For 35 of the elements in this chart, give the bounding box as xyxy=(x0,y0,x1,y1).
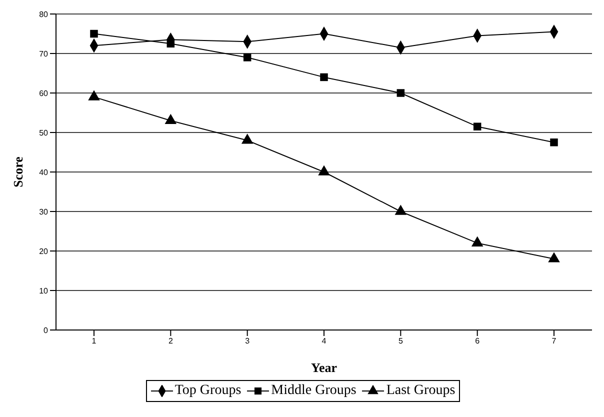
point xyxy=(396,89,405,97)
y-tick-label: 60 xyxy=(39,88,49,98)
y-tick-label: 0 xyxy=(44,326,49,335)
y-axis-title: Score xyxy=(10,156,26,188)
point xyxy=(166,40,175,48)
x-tick-label: 1 xyxy=(92,336,97,346)
point xyxy=(88,90,100,100)
point xyxy=(548,252,560,262)
y-tick-label: 50 xyxy=(39,128,49,138)
y-tick-label: 40 xyxy=(39,168,49,177)
point xyxy=(473,122,482,130)
y-tick-label: 30 xyxy=(39,207,49,216)
legend-label: Middle Groups xyxy=(271,383,356,399)
y-tick-label: 10 xyxy=(39,286,49,296)
y-tick-label: 80 xyxy=(39,10,49,19)
x-tick-label: 4 xyxy=(322,336,327,346)
point xyxy=(320,73,328,82)
legend-label: Top Groups xyxy=(174,383,242,399)
x-tick-label: 2 xyxy=(168,336,174,346)
point xyxy=(241,134,254,144)
point xyxy=(318,165,330,176)
x-tick-label: 3 xyxy=(245,336,250,346)
point xyxy=(550,138,558,146)
point xyxy=(394,204,407,215)
point xyxy=(471,236,484,246)
point xyxy=(243,54,252,62)
y-tick-label: 20 xyxy=(39,246,49,256)
y-tick-label: 70 xyxy=(39,49,49,58)
x-tick-label: 7 xyxy=(552,336,557,346)
legend-label: Last Groups xyxy=(386,383,456,399)
x-tick-label: 5 xyxy=(398,336,404,346)
x-tick-label: 6 xyxy=(475,336,480,346)
point xyxy=(164,114,177,124)
point xyxy=(90,30,98,38)
x-axis-title: Year xyxy=(311,360,338,375)
